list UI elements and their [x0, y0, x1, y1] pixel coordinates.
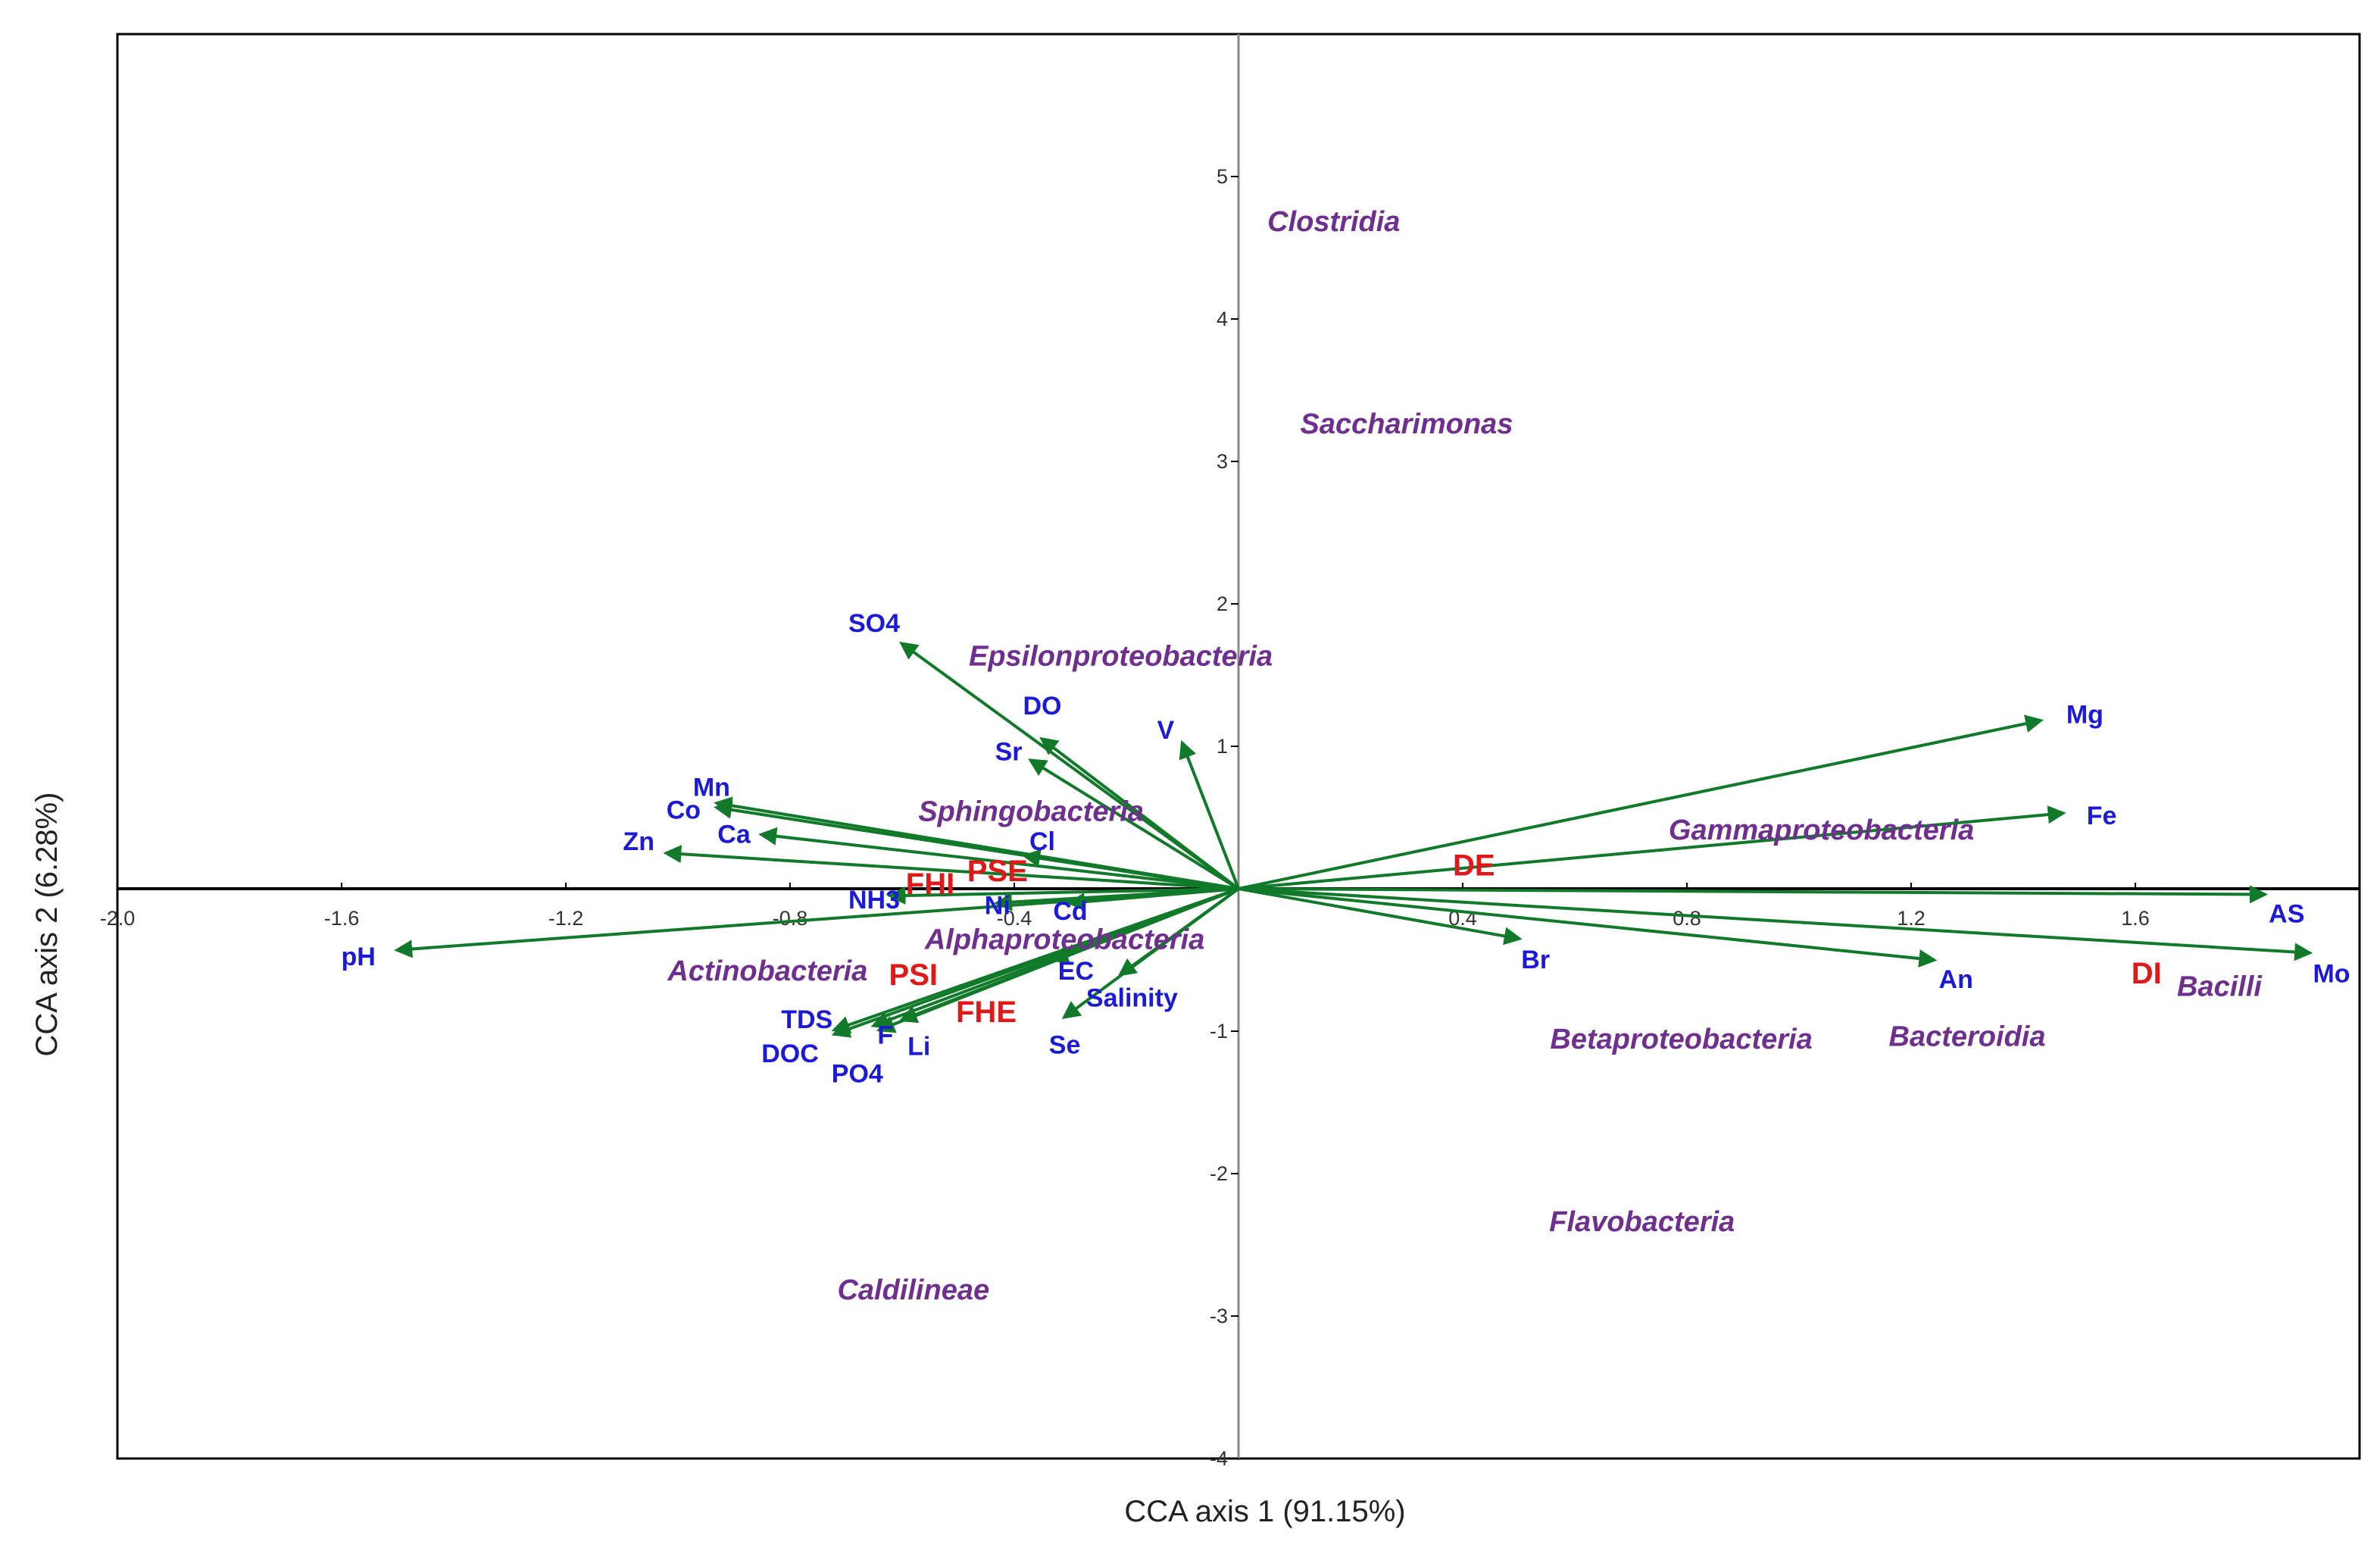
taxon-label-epsilonproteobacteria: Epsilonproteobacteria [969, 640, 1273, 672]
x-axis-title: CCA axis 1 (91.15%) [1124, 1495, 1405, 1528]
taxon-label-sphingobacteria: Sphingobacteria [918, 796, 1144, 827]
vector-arrow-cl [1022, 849, 1239, 890]
vector-label-as: AS [2269, 900, 2304, 929]
vector-arrow-as [1238, 885, 2268, 904]
vector-arrow-an [1238, 887, 1938, 968]
vector-label-br: Br [1521, 946, 1550, 974]
vector-label-nh3: NH3 [848, 886, 900, 915]
y-tick-label: -4 [1210, 1447, 1228, 1470]
vector-label-se: Se [1049, 1031, 1081, 1060]
vector-label-ca: Ca [717, 820, 751, 849]
vector-label-ni: Ni [985, 891, 1010, 920]
vector-label-tds: TDS [781, 1005, 832, 1034]
y-tick-label: 5 [1217, 165, 1228, 188]
vector-label-an: An [1939, 965, 1973, 994]
vector-label-f: F [877, 1021, 893, 1050]
taxon-label-actinobacteria: Actinobacteria [667, 955, 867, 987]
taxon-label-flavobacteria: Flavobacteria [1549, 1206, 1735, 1238]
vector-arrow-nh3 [887, 886, 1239, 905]
taxon-label-saccharimonas: Saccharimonas [1301, 408, 1513, 440]
x-tick-label: -0.8 [773, 907, 808, 930]
vector-label-li: Li [907, 1033, 930, 1061]
vector-label-sr: Sr [995, 737, 1023, 766]
taxon-label-bacteroidia: Bacteroidia [1889, 1021, 2046, 1052]
vector-arrow-se [1061, 887, 1240, 1020]
vector-arrow-ca [758, 827, 1239, 890]
y-tick-label: -1 [1210, 1020, 1228, 1043]
vector-label-mn: Mn [693, 773, 730, 802]
vector-arrow-ph [394, 887, 1239, 958]
y-tick-label: 4 [1217, 308, 1228, 330]
site-label-fhe: FHE [956, 996, 1017, 1029]
site-label-de: DE [1453, 849, 1495, 882]
vector-label-doc: DOC [761, 1040, 819, 1068]
vector-arrow-br [1238, 887, 1523, 946]
vector-label-v: V [1157, 716, 1174, 745]
vector-arrow-zn [663, 845, 1239, 890]
vector-arrow-po4 [876, 887, 1239, 1033]
vector-arrow-mo [1238, 887, 2313, 961]
vector-label-mo: Mo [2313, 960, 2350, 989]
vector-arrow-sr [1028, 758, 1240, 890]
vector-arrow-fe [1238, 805, 2066, 890]
y-tick-label: -3 [1210, 1305, 1228, 1327]
site-label-psi: PSI [889, 958, 938, 992]
taxon-label-clostridia: Clostridia [1267, 206, 1400, 238]
axis-ticks: -2.0 -1.6 -1.2 -0.8 -0.4 0.4 0.8 1.2 1.654321-1-… [100, 165, 2150, 1470]
y-tick-label: 3 [1217, 450, 1228, 473]
taxon-label-gammaproteobacteria: Gammaproteobacteria [1669, 814, 1974, 846]
site-label-pse: PSE [967, 855, 1028, 888]
environmental-vectors [394, 641, 2313, 1038]
x-tick-label: -2.0 [100, 907, 136, 930]
vector-label-co: Co [667, 796, 701, 824]
vector-label-fe: Fe [2087, 802, 2117, 830]
x-tick-label: 1.2 [1897, 907, 1926, 930]
x-tick-label: 1.6 [2121, 907, 2150, 930]
x-tick-label: -1.2 [548, 907, 584, 930]
x-tick-label: 0.8 [1673, 907, 1701, 930]
vector-label-ph: pH [342, 943, 376, 971]
y-tick-label: 1 [1217, 735, 1228, 758]
vector-label-cl: Cl [1029, 827, 1055, 856]
vector-label-po4: PO4 [832, 1059, 883, 1088]
taxon-label-alphaproteobacteria: Alphaproteobacteria [924, 924, 1205, 956]
site-label-di: DI [2132, 957, 2162, 990]
taxon-label-betaproteobacteria: Betaproteobacteria [1550, 1024, 1812, 1055]
vector-label-ec: EC [1058, 957, 1094, 986]
vector-label-so4: SO4 [848, 609, 900, 638]
vector-arrow-do [1039, 736, 1240, 890]
taxon-label-caldilineae: Caldilineae [837, 1274, 989, 1306]
vector-arrow-mg [1238, 714, 2044, 890]
x-tick-label: -1.6 [324, 907, 360, 930]
vector-label-cd: Cd [1053, 897, 1087, 926]
y-tick-label: -2 [1210, 1162, 1228, 1185]
vector-label-salinity: Salinity [1086, 984, 1178, 1013]
taxon-label-bacilli: Bacilli [2177, 971, 2263, 1003]
vector-label-mg: Mg [2066, 701, 2104, 730]
vector-arrow-v [1179, 739, 1240, 889]
vector-label-zn: Zn [623, 827, 654, 856]
y-axis-title: CCA axis 2 (6.28%) [30, 792, 64, 1056]
vector-label-do: DO [1023, 692, 1062, 721]
site-label-fhi: FHI [906, 868, 954, 901]
y-tick-label: 2 [1217, 592, 1228, 615]
